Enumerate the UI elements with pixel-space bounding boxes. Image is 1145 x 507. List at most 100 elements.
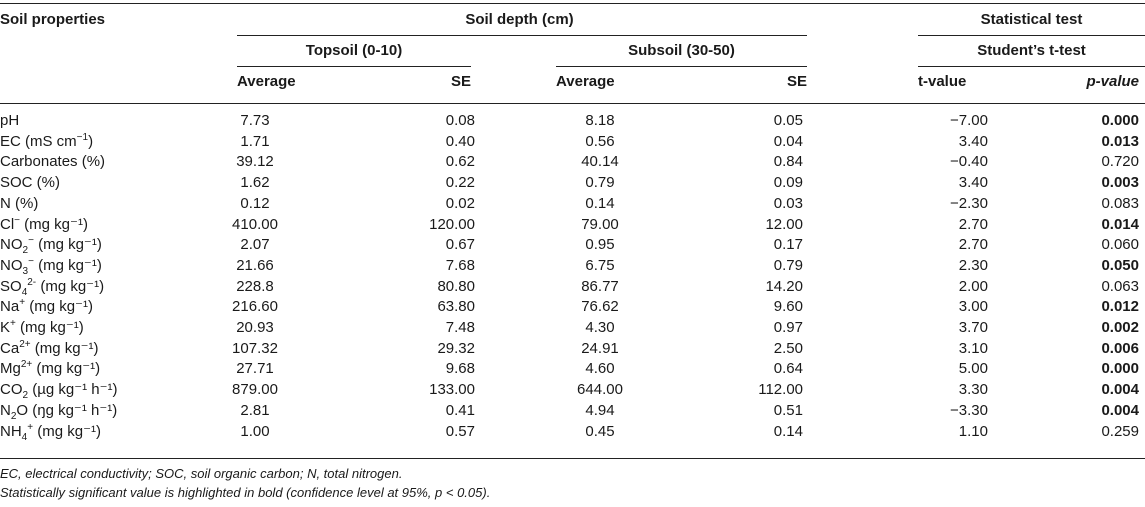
subsoil-se: 0.09 bbox=[773, 174, 803, 192]
footnote-significance: Statistically significant value is highl… bbox=[0, 485, 491, 500]
subsoil-average: 0.95 bbox=[585, 236, 615, 254]
property-name-superscript: 2+ bbox=[19, 338, 31, 350]
subsoil-se: 12.00 bbox=[765, 215, 803, 233]
table-row: Cl− (mg kg⁻¹) 410.00 120.00 79.00 12.00 2.70 0… bbox=[0, 214, 1145, 235]
subsoil-average: 40.14 bbox=[581, 153, 619, 171]
property-name-unit: (mg kg⁻¹) bbox=[20, 215, 88, 233]
subsoil-se: 0.04 bbox=[773, 132, 803, 150]
topsoil-average: 27.71 bbox=[236, 360, 274, 378]
subsoil-se: 0.64 bbox=[773, 360, 803, 378]
header-bottom-rule bbox=[0, 103, 1145, 104]
topsoil-average: 1.00 bbox=[240, 422, 270, 440]
topsoil-average: 39.12 bbox=[236, 153, 274, 171]
property-name-superscript: − bbox=[14, 214, 21, 226]
subsoil-average: 0.14 bbox=[585, 194, 615, 212]
t-value: 5.00 bbox=[958, 360, 988, 378]
topsoil-average: 228.8 bbox=[236, 277, 274, 295]
t-value: 3.00 bbox=[958, 298, 988, 316]
topsoil-average: 7.73 bbox=[240, 112, 270, 129]
subsoil-se: 112.00 bbox=[758, 381, 803, 399]
topsoil-se: 120.00 bbox=[429, 215, 475, 233]
property-name: SOC (%) bbox=[0, 172, 60, 193]
property-name-base: N (%) bbox=[0, 194, 39, 212]
topsoil-average: 216.60 bbox=[232, 298, 278, 316]
header-topsoil: Topsoil (0-10) bbox=[305, 42, 403, 59]
topsoil-se: 9.68 bbox=[445, 360, 475, 378]
property-name-base: NO bbox=[0, 236, 23, 254]
subsoil-se: 0.97 bbox=[773, 319, 803, 336]
property-name-superscript: − bbox=[28, 235, 34, 247]
header-average-subsoil: Average bbox=[556, 73, 615, 90]
property-name-subscript: 2 bbox=[22, 390, 29, 402]
property-name-base: SO bbox=[0, 277, 22, 295]
subsoil-average: 0.56 bbox=[585, 132, 615, 150]
statistical-test-rule bbox=[918, 35, 1145, 36]
property-name-base: Mg bbox=[0, 360, 21, 378]
property-name: pH bbox=[0, 110, 19, 131]
topsoil-average: 0.12 bbox=[240, 194, 270, 212]
property-name-subscript: 2 bbox=[22, 245, 29, 257]
table-row: N (%) 0.12 0.02 0.14 0.03 −2.30 0.083 bbox=[0, 193, 1145, 214]
t-value: 3.40 bbox=[958, 132, 988, 150]
table-row: Carbonates (%) 39.12 0.62 40.14 0.84 −0.40 0.7… bbox=[0, 151, 1145, 172]
p-value: 0.012 bbox=[1101, 298, 1139, 316]
property-name-base: SOC (%) bbox=[0, 174, 60, 192]
property-name-unit: ) bbox=[88, 132, 94, 150]
topsoil-average: 20.93 bbox=[236, 319, 274, 336]
t-value: 3.30 bbox=[958, 381, 988, 399]
table-row: NO3− (mg kg⁻¹) 21.66 7.68 6.75 0.79 2.30 0.050 bbox=[0, 255, 1145, 276]
property-name-subscript: 4 bbox=[21, 286, 28, 298]
t-value: −0.40 bbox=[950, 153, 988, 171]
header-se-topsoil: SE bbox=[450, 73, 471, 90]
table-row: N2O (ŋg kg⁻¹ h⁻¹) 2.81 0.41 4.94 0.51 −3.30 0.… bbox=[0, 400, 1145, 422]
property-name-unit: O (ŋg kg⁻¹ h⁻¹) bbox=[16, 401, 118, 419]
header-t-value: t-value bbox=[918, 73, 967, 90]
topsoil-se: 0.57 bbox=[445, 422, 475, 440]
property-name: NO2− (mg kg⁻¹) bbox=[0, 234, 102, 257]
p-value: 0.000 bbox=[1101, 360, 1139, 378]
subsoil-se: 0.17 bbox=[773, 236, 803, 254]
table-row: pH 7.73 0.08 8.18 0.05 −7.00 0.000 bbox=[0, 110, 1145, 131]
header-se-subsoil: SE bbox=[786, 73, 807, 90]
topsoil-average: 410.00 bbox=[232, 215, 278, 233]
property-name: Ca2+ (mg kg⁻¹) bbox=[0, 338, 99, 359]
property-name-base: EC (mS cm bbox=[0, 132, 77, 150]
p-value: 0.003 bbox=[1101, 174, 1139, 192]
topsoil-se: 63.80 bbox=[437, 298, 475, 316]
property-name-unit: (mg kg⁻¹) bbox=[32, 360, 101, 378]
table-row: Na+ (mg kg⁻¹) 216.60 63.80 76.62 9.60 3.00 0.0… bbox=[0, 296, 1145, 317]
p-value: 0.006 bbox=[1101, 339, 1139, 357]
property-name-base: K bbox=[0, 319, 11, 336]
subsoil-average: 76.62 bbox=[581, 298, 619, 316]
property-name-unit: (µg kg⁻¹ h⁻¹) bbox=[28, 381, 118, 399]
property-name-base: NH bbox=[0, 422, 22, 440]
topsoil-se: 80.80 bbox=[437, 277, 475, 295]
table-row: Mg2+ (mg kg⁻¹) 27.71 9.68 4.60 0.64 5.00 0.000 bbox=[0, 358, 1145, 379]
table-top-rule bbox=[0, 3, 1145, 4]
property-name-base: pH bbox=[0, 112, 20, 129]
property-name-unit: (mg kg⁻¹) bbox=[33, 236, 102, 254]
property-name: NO3− (mg kg⁻¹) bbox=[0, 255, 102, 276]
subsoil-se: 0.14 bbox=[773, 422, 803, 440]
topsoil-average: 879.00 bbox=[232, 381, 278, 399]
subsoil-average: 0.79 bbox=[585, 174, 615, 192]
p-value: 0.013 bbox=[1101, 132, 1139, 150]
property-name: SO42- (mg kg⁻¹) bbox=[0, 276, 104, 297]
subsoil-average: 4.60 bbox=[585, 360, 615, 378]
topsoil-average: 1.71 bbox=[240, 132, 270, 150]
property-name: K+ (mg kg⁻¹) bbox=[0, 317, 84, 338]
subsoil-se: 0.84 bbox=[773, 153, 803, 171]
property-name: N2O (ŋg kg⁻¹ h⁻¹) bbox=[0, 400, 118, 422]
property-name-base: Ca bbox=[0, 339, 20, 357]
t-value: 3.70 bbox=[958, 319, 988, 336]
topsoil-se: 0.41 bbox=[445, 401, 475, 419]
table-bottom-rule bbox=[0, 458, 1145, 459]
p-value: 0.083 bbox=[1101, 194, 1139, 212]
p-value: 0.004 bbox=[1101, 401, 1139, 419]
subsoil-average: 4.30 bbox=[585, 319, 615, 336]
subsoil-se: 9.60 bbox=[773, 298, 803, 316]
table-row: K+ (mg kg⁻¹) 20.93 7.48 4.30 0.97 3.70 0.002 bbox=[0, 317, 1145, 338]
t-value: 2.30 bbox=[958, 256, 988, 274]
property-name-base: Carbonates (%) bbox=[0, 153, 106, 171]
